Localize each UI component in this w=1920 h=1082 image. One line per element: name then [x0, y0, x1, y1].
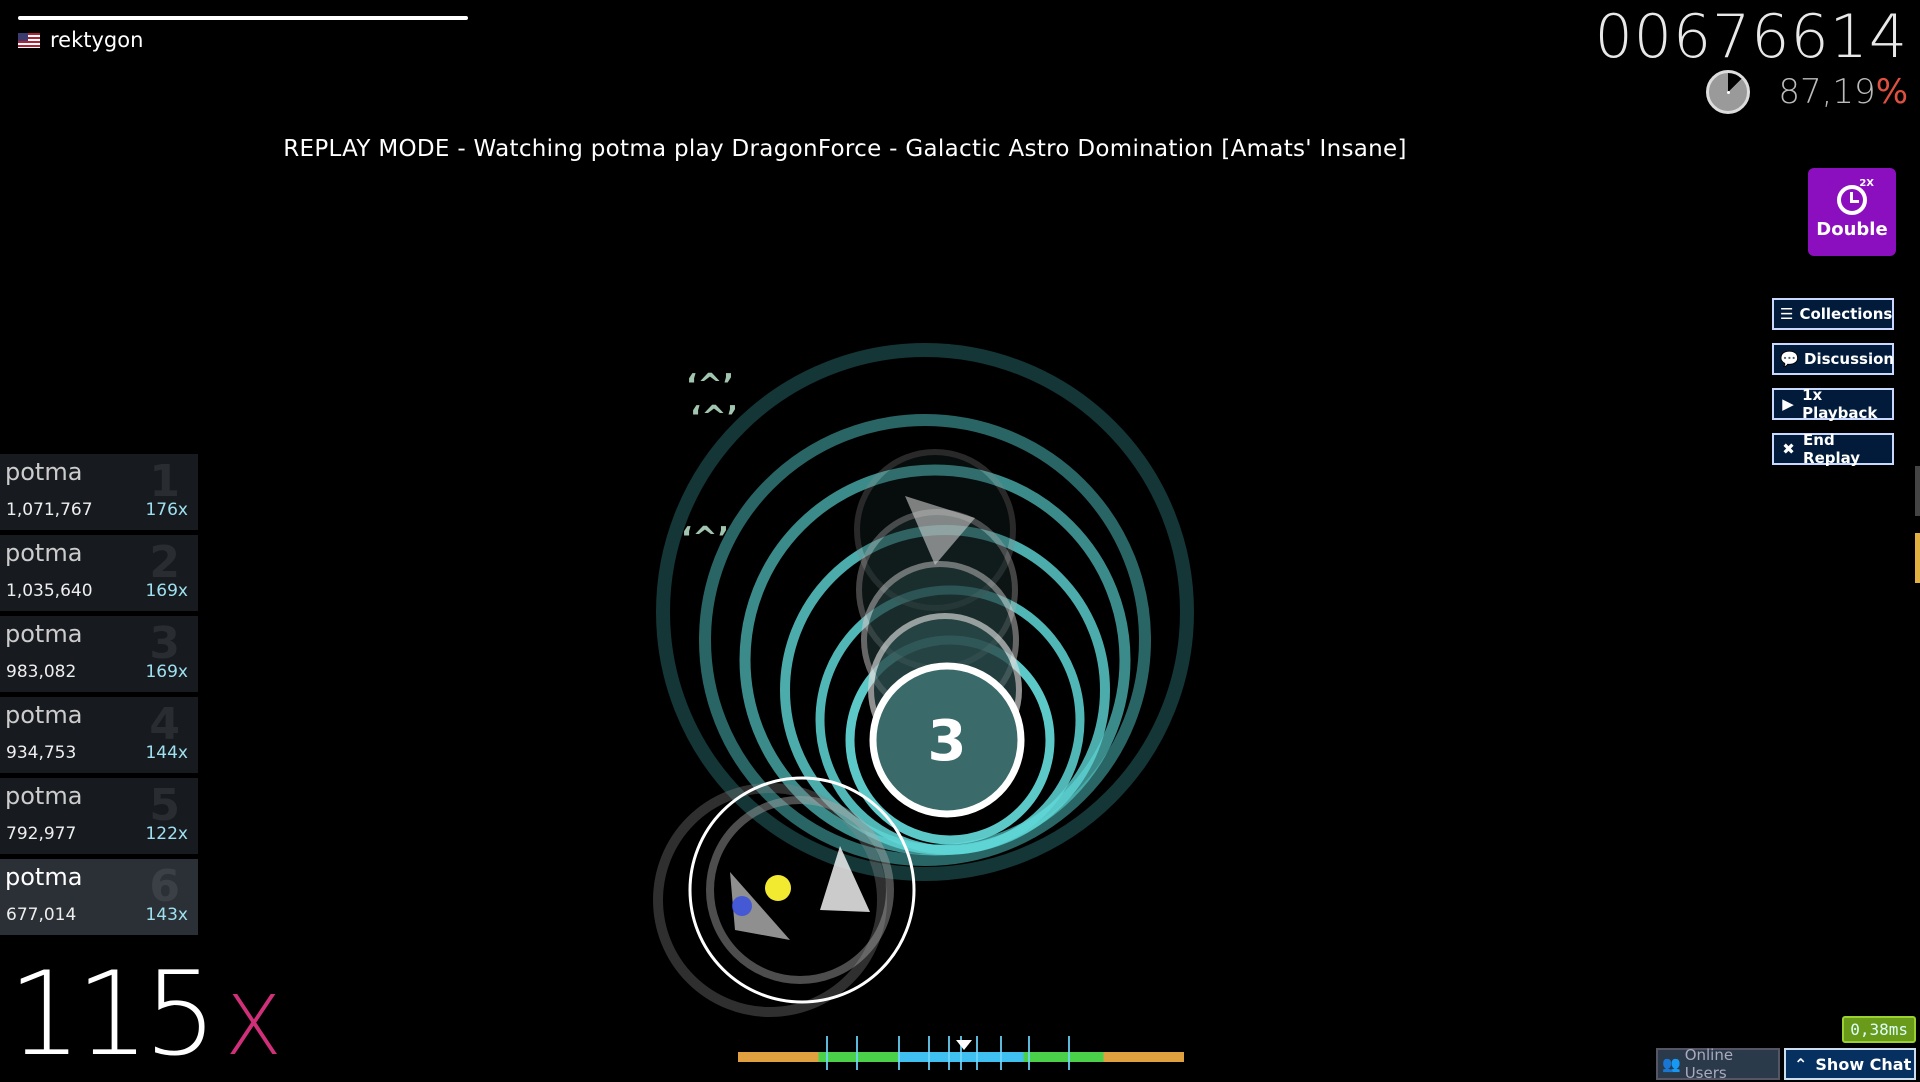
- play-icon: ▶: [1780, 395, 1796, 413]
- collections-label: Collections: [1799, 305, 1892, 323]
- hit-tick: [1000, 1036, 1002, 1070]
- users-icon: 👥: [1662, 1055, 1681, 1073]
- mod-double-time: 2X Double: [1808, 168, 1896, 256]
- latency-badge: 0,38ms: [1842, 1016, 1916, 1043]
- online-users-label: Online Users: [1685, 1046, 1778, 1082]
- leaderboard-entry: 4 potma 934,753 144x: [0, 697, 198, 773]
- discussion-button[interactable]: 💬 Discussion: [1772, 343, 1894, 375]
- discussion-label: Discussion: [1804, 350, 1894, 368]
- leaderboard-name: potma: [5, 782, 82, 810]
- leaderboard-score: 677,014: [6, 905, 76, 925]
- leaderboard-score: 1,071,767: [6, 500, 93, 520]
- accuracy-unit: %: [1876, 72, 1908, 112]
- us-flag-icon: [18, 33, 40, 48]
- end-replay-button[interactable]: ✖ End Replay: [1772, 433, 1894, 465]
- health-bar: [18, 16, 468, 20]
- hit-tick: [1068, 1036, 1070, 1070]
- leaderboard-name: potma: [5, 620, 82, 648]
- cursor-trail: [732, 896, 752, 916]
- combo-value: 115: [8, 947, 211, 1082]
- leaderboard-combo: 122x: [145, 824, 188, 844]
- show-chat-label: Show Chat: [1815, 1055, 1911, 1074]
- chevron-up-icon: ⌃: [1794, 1055, 1807, 1074]
- svg-text:ʻ^ʼ: ʻ^ʼ: [690, 400, 738, 435]
- hit-error-bar: [738, 1052, 1184, 1062]
- close-icon: ✖: [1780, 440, 1797, 458]
- cursor: [765, 875, 791, 901]
- leaderboard-score: 1,035,640: [6, 581, 93, 601]
- leaderboard-entry: 2 potma 1,035,640 169x: [0, 535, 198, 611]
- hit-circle-number: 3: [928, 709, 967, 774]
- show-chat-button[interactable]: ⌃ Show Chat: [1784, 1048, 1916, 1080]
- leaderboard-name: potma: [5, 458, 82, 486]
- hit-tick: [826, 1036, 828, 1070]
- leaderboard-combo: 176x: [145, 500, 188, 520]
- replay-banner: REPLAY MODE - Watching potma play Dragon…: [0, 136, 1690, 162]
- leaderboard-score: 983,082: [6, 662, 76, 682]
- end-replay-label: End Replay: [1803, 431, 1892, 467]
- accuracy-value: 87,19: [1778, 72, 1875, 112]
- score-display: 00676614: [1595, 2, 1908, 72]
- mod-label: Double: [1816, 219, 1887, 240]
- leaderboard-name: potma: [5, 701, 82, 729]
- leaderboard-combo: 144x: [145, 743, 188, 763]
- hit-tick: [1028, 1036, 1030, 1070]
- combo-suffix: X: [225, 979, 281, 1074]
- leaderboard-score: 792,977: [6, 824, 76, 844]
- hit-tick: [856, 1036, 858, 1070]
- online-users-button[interactable]: 👥 Online Users: [1656, 1048, 1780, 1080]
- progress-pie-icon: [1706, 70, 1750, 114]
- combo-counter: 115 X: [8, 960, 282, 1070]
- player-info: rektygon: [18, 28, 143, 52]
- leaderboard-entry: 5 potma 792,977 122x: [0, 778, 198, 854]
- playback-speed-button[interactable]: ▶ 1x Playback: [1772, 388, 1894, 420]
- leaderboard-combo: 143x: [145, 905, 188, 925]
- accuracy-row: 87,19%: [1706, 70, 1908, 114]
- leaderboard-score: 934,753: [6, 743, 76, 763]
- leaderboard-combo: 169x: [145, 662, 188, 682]
- hit-tick: [976, 1036, 978, 1070]
- hit-average-arrow-icon: [956, 1040, 972, 1050]
- hit-tick: [928, 1036, 930, 1070]
- svg-text:ʻ^ʼ: ʻ^ʼ: [686, 368, 734, 403]
- side-tab-marker[interactable]: [1915, 533, 1920, 583]
- mod-tag: 2X: [1859, 178, 1874, 189]
- leaderboard-entry: 1 potma 1,071,767 176x: [0, 454, 198, 530]
- clock-icon: [1837, 185, 1867, 215]
- collections-button[interactable]: ☰ Collections: [1772, 298, 1894, 330]
- chat-bubble-icon: 💬: [1780, 350, 1798, 368]
- leaderboard-entry-current: 6 potma 677,014 143x: [0, 859, 198, 935]
- svg-text:ʻ^ʼ: ʻ^ʼ: [681, 521, 729, 556]
- playback-label: 1x Playback: [1802, 386, 1892, 422]
- leaderboard-name: potma: [5, 539, 82, 567]
- leaderboard-name: potma: [5, 863, 82, 891]
- leaderboard-combo: 169x: [145, 581, 188, 601]
- scroll-marker: [1915, 466, 1920, 516]
- leaderboard-entry: 3 potma 983,082 169x: [0, 616, 198, 692]
- list-icon: ☰: [1780, 305, 1793, 323]
- leaderboard: 1 potma 1,071,767 176x 2 potma 1,035,640…: [0, 454, 198, 940]
- hit-tick: [948, 1036, 950, 1070]
- player-name: rektygon: [50, 28, 143, 52]
- hit-tick: [898, 1036, 900, 1070]
